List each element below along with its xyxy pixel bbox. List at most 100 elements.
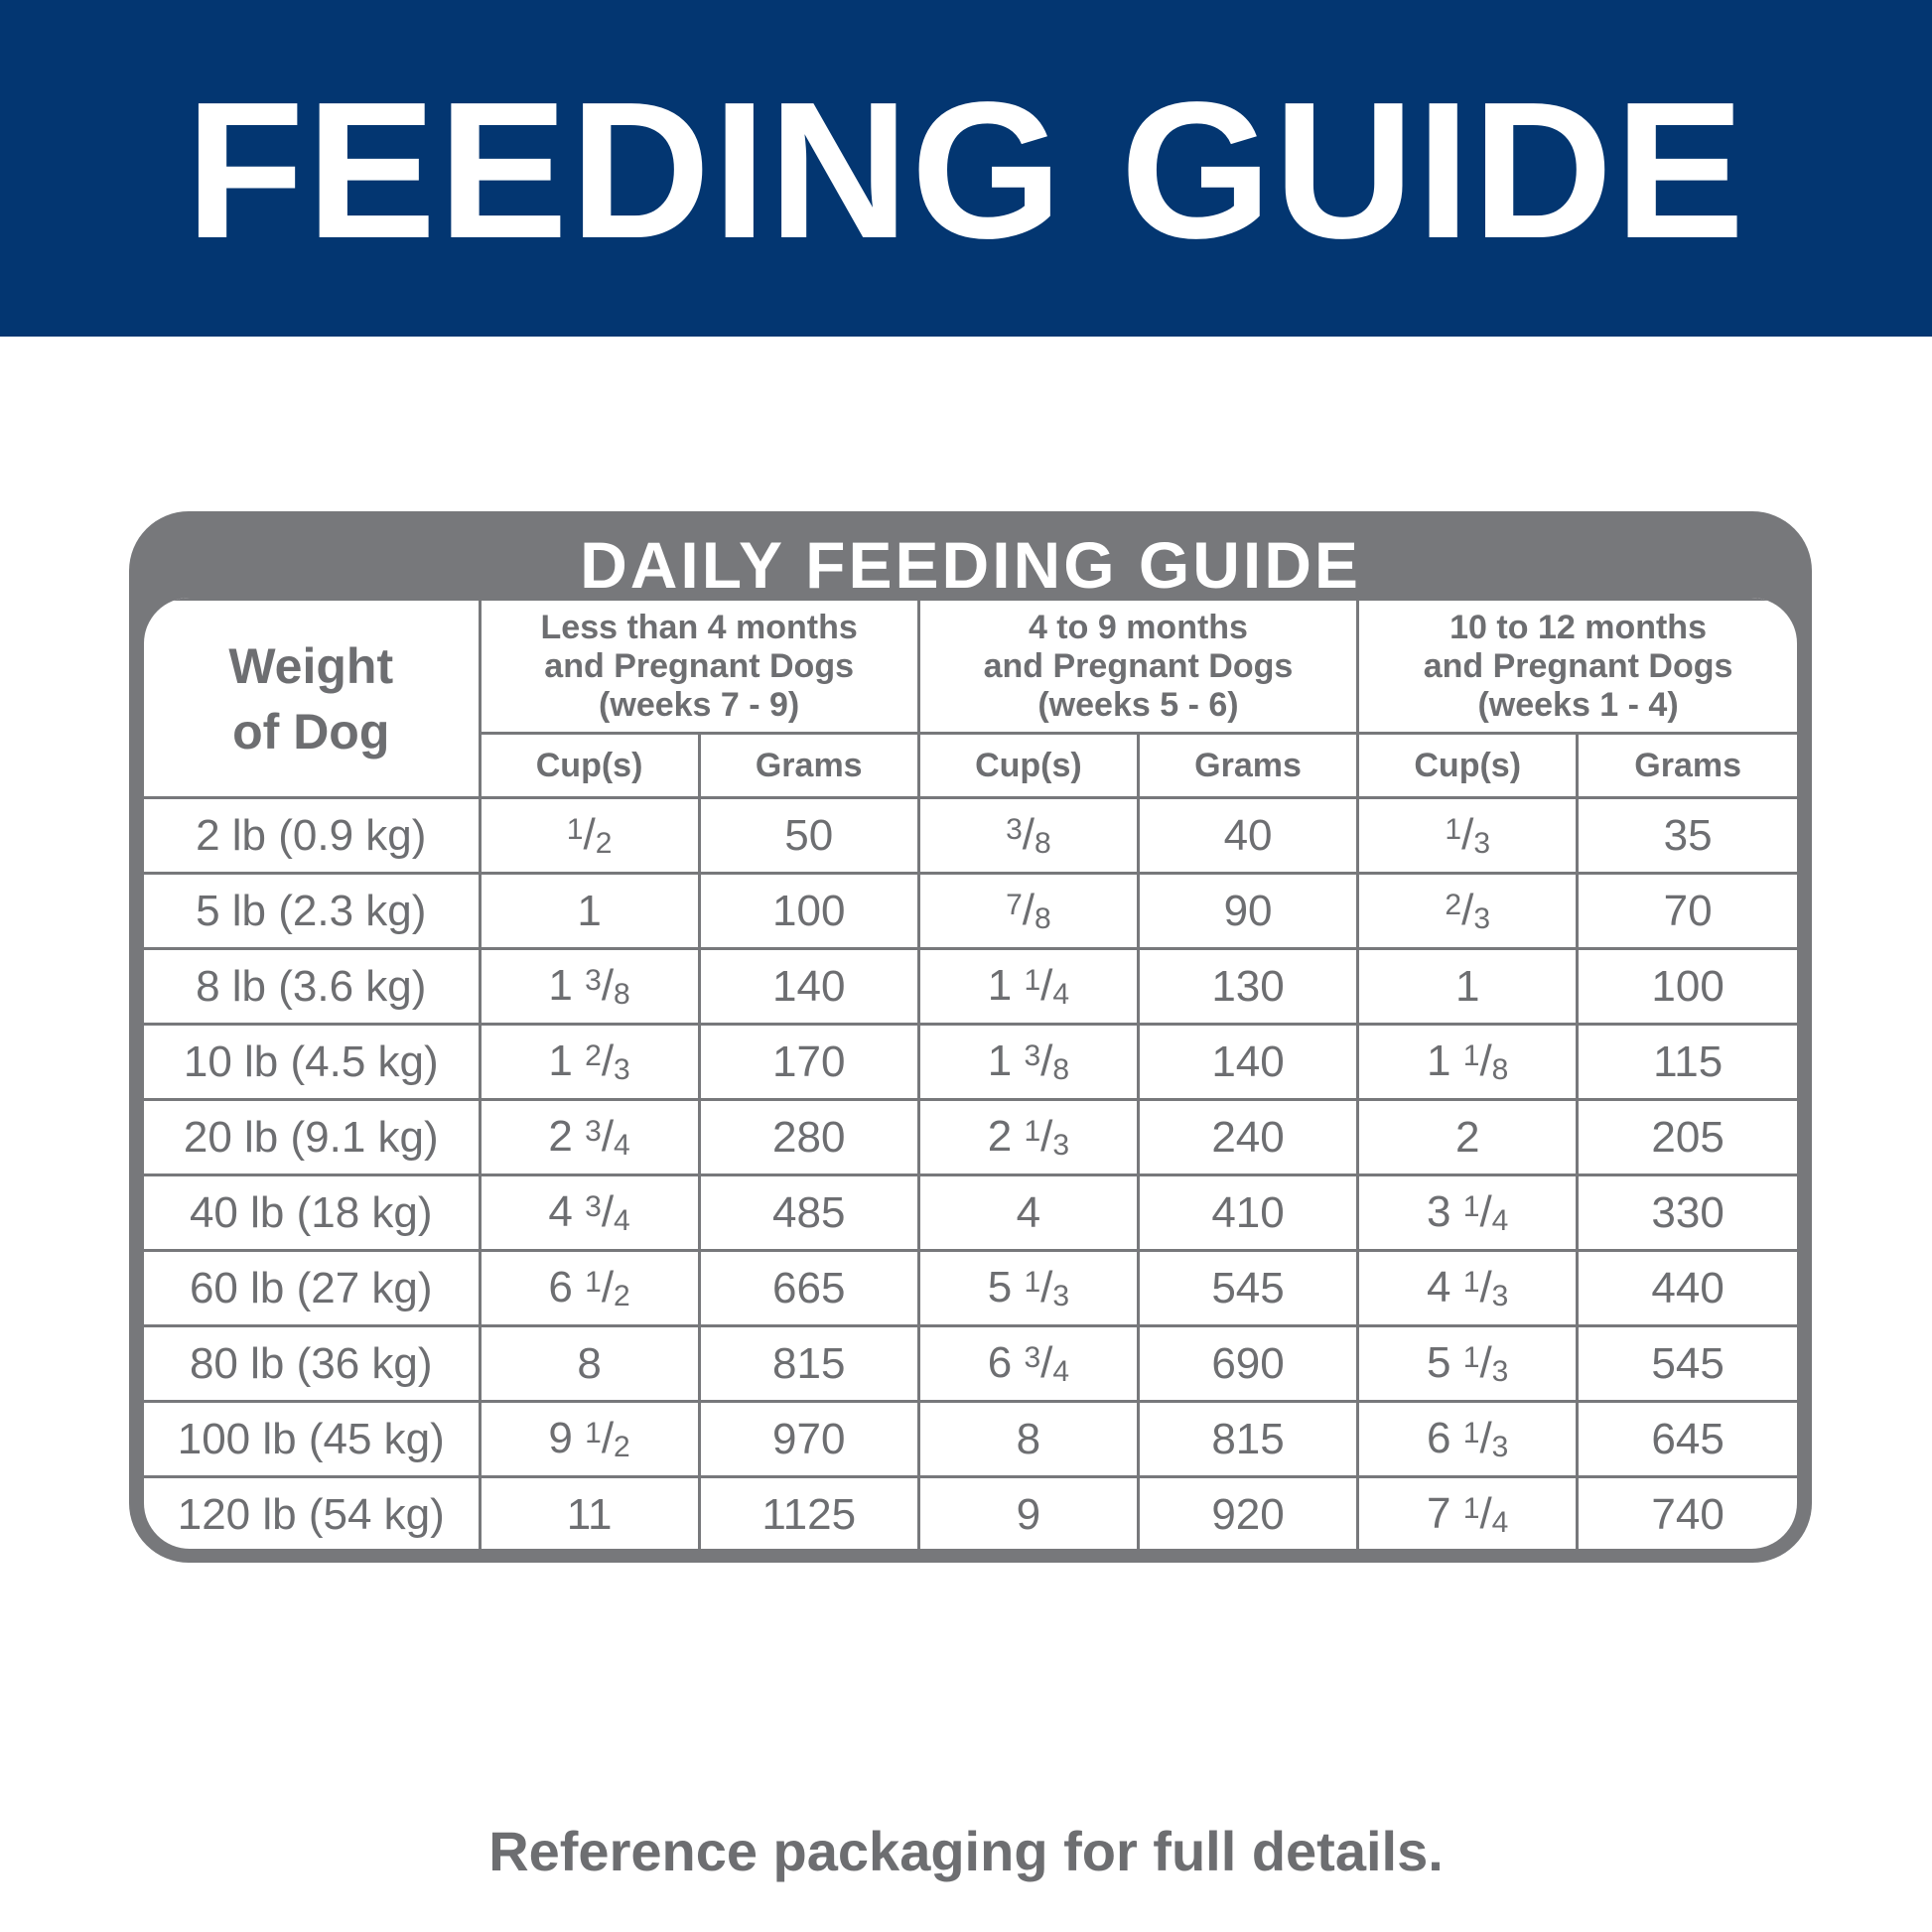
cups-cell: 3 1/4: [1356, 1173, 1580, 1252]
grams-cell: 50: [697, 796, 920, 875]
cups-cell: 6 3/4: [916, 1324, 1140, 1403]
grams-cell: 115: [1576, 1023, 1797, 1101]
weight-cell: 2 lb (0.9 kg): [144, 796, 482, 875]
cups-cell: 2: [1356, 1098, 1580, 1176]
cups-cell: 1: [1356, 947, 1580, 1026]
grams-cell: 280: [697, 1098, 920, 1176]
weight-cell: 60 lb (27 kg): [144, 1249, 482, 1327]
grams-cell: 440: [1576, 1249, 1797, 1327]
cups-cell: 2/3: [1356, 872, 1580, 950]
cups-cell: 1 1/4: [916, 947, 1140, 1026]
cups-cell: 6 1/2: [478, 1249, 701, 1327]
footer-note: Reference packaging for full details.: [488, 1820, 1444, 1882]
grams-cell: 90: [1136, 872, 1360, 950]
grams-cell: 100: [697, 872, 920, 950]
grams-cell: 410: [1136, 1173, 1360, 1252]
table-title: DAILY FEEDING GUIDE: [580, 528, 1361, 602]
cups-cell: 1: [478, 872, 701, 950]
grams-cell: 740: [1576, 1475, 1797, 1549]
unit-header: Grams: [1576, 732, 1797, 799]
data-row: 40 lb (18 kg) 4 3/4 485 4 410 3 1/4 330: [144, 1173, 1797, 1252]
grams-cell: 665: [697, 1249, 920, 1327]
grams-cell: 545: [1576, 1324, 1797, 1403]
grams-cell: 40: [1136, 796, 1360, 875]
banner: FEEDING GUIDE: [0, 0, 1932, 337]
data-row: 60 lb (27 kg) 6 1/2 665 5 1/3 545 4 1/3 440: [144, 1249, 1797, 1327]
age-group-header: 4 to 9 months and Pregnant Dogs (weeks 5 -…: [916, 598, 1360, 735]
header-row: Weight of Dog Less than 4 months and Pregna…: [144, 598, 1797, 799]
cups-cell: 4: [916, 1173, 1140, 1252]
grams-cell: 970: [697, 1400, 920, 1478]
grams-cell: 815: [697, 1324, 920, 1403]
age-group-line: (weeks 1 - 4): [1477, 685, 1679, 724]
grams-cell: 140: [697, 947, 920, 1026]
weight-cell: 20 lb (9.1 kg): [144, 1098, 482, 1176]
cups-cell: 1 1/8: [1356, 1023, 1580, 1101]
cups-cell: 5 1/3: [916, 1249, 1140, 1327]
weight-cell: 120 lb (54 kg): [144, 1475, 482, 1549]
weight-cell: 40 lb (18 kg): [144, 1173, 482, 1252]
data-row: 120 lb (54 kg) 11 1125 9 920 7 1/4 740: [144, 1475, 1797, 1549]
age-group-line: and Pregnant Dogs: [544, 646, 854, 685]
weight-cell: 100 lb (45 kg): [144, 1400, 482, 1478]
subheader-row: Cup(s) Grams Cup(s) Grams Cup(s) Grams: [144, 732, 1797, 799]
data-row: 2 lb (0.9 kg) 1/2 50 3/8 40 1/3 35: [144, 796, 1797, 875]
age-group-header: Less than 4 months and Pregnant Dogs (week…: [478, 598, 920, 735]
grams-cell: 815: [1136, 1400, 1360, 1478]
grams-cell: 240: [1136, 1098, 1360, 1176]
cups-cell: 5 1/3: [1356, 1324, 1580, 1403]
table-wrap: Weight of Dog Less than 4 months and Pregna…: [144, 598, 1797, 1549]
grams-cell: 170: [697, 1023, 920, 1101]
cups-cell: 7/8: [916, 872, 1140, 950]
grams-cell: 205: [1576, 1098, 1797, 1176]
data-row: 80 lb (36 kg) 8 815 6 3/4 690 5 1/3 545: [144, 1324, 1797, 1403]
unit-header: Cup(s): [480, 732, 701, 799]
grams-cell: 645: [1576, 1400, 1797, 1478]
weight-header-line: of Dog: [232, 703, 390, 759]
age-group-line: and Pregnant Dogs: [1423, 646, 1733, 685]
cups-cell: 9 1/2: [478, 1400, 701, 1478]
cups-cell: 1/3: [1356, 796, 1580, 875]
feeding-table: Weight of Dog Less than 4 months and Pregna…: [144, 598, 1797, 1549]
grams-cell: 920: [1136, 1475, 1360, 1549]
grams-cell: 485: [697, 1173, 920, 1252]
grams-cell: 130: [1136, 947, 1360, 1026]
grams-cell: 545: [1136, 1249, 1360, 1327]
grams-cell: 100: [1576, 947, 1797, 1026]
weight-cell: 5 lb (2.3 kg): [144, 872, 482, 950]
age-group-line: 10 to 12 months: [1449, 608, 1707, 646]
data-row: 20 lb (9.1 kg) 2 3/4 280 2 1/3 240 2 205: [144, 1098, 1797, 1176]
cups-cell: 11: [478, 1475, 701, 1549]
cups-cell: 8: [478, 1324, 701, 1403]
grams-cell: 330: [1576, 1173, 1797, 1252]
unit-header: Grams: [697, 732, 920, 799]
grams-cell: 1125: [697, 1475, 920, 1549]
age-group-line: Less than 4 months: [540, 608, 858, 646]
cups-cell: 2 3/4: [478, 1098, 701, 1176]
grams-cell: 35: [1576, 796, 1797, 875]
cups-cell: 1 3/8: [478, 947, 701, 1026]
data-row: 10 lb (4.5 kg) 1 2/3 170 1 3/8 140 1 1/8 115: [144, 1023, 1797, 1101]
age-group-line: (weeks 7 - 9): [599, 685, 800, 724]
weight-cell: 10 lb (4.5 kg): [144, 1023, 482, 1101]
weight-header-line: Weight: [228, 637, 394, 694]
age-group-line: and Pregnant Dogs: [983, 646, 1294, 685]
grams-cell: 690: [1136, 1324, 1360, 1403]
grams-cell: 70: [1576, 872, 1797, 950]
age-group-line: (weeks 5 - 6): [1037, 685, 1239, 724]
cups-cell: 1 2/3: [478, 1023, 701, 1101]
unit-header: Cup(s): [1356, 732, 1580, 799]
cups-cell: 1 3/8: [916, 1023, 1140, 1101]
cups-cell: 2 1/3: [916, 1098, 1140, 1176]
unit-header: Cup(s): [916, 732, 1140, 799]
data-row: 5 lb (2.3 kg) 1 100 7/8 90 2/3 70: [144, 872, 1797, 950]
cups-cell: 9: [916, 1475, 1140, 1549]
cups-cell: 3/8: [916, 796, 1140, 875]
age-group-header: 10 to 12 months and Pregnant Dogs (weeks 1…: [1356, 598, 1797, 735]
data-row: 100 lb (45 kg) 9 1/2 970 8 815 6 1/3 645: [144, 1400, 1797, 1478]
cups-cell: 1/2: [478, 796, 701, 875]
unit-header: Grams: [1136, 732, 1360, 799]
cups-cell: 8: [916, 1400, 1140, 1478]
age-group-line: 4 to 9 months: [1028, 608, 1248, 646]
